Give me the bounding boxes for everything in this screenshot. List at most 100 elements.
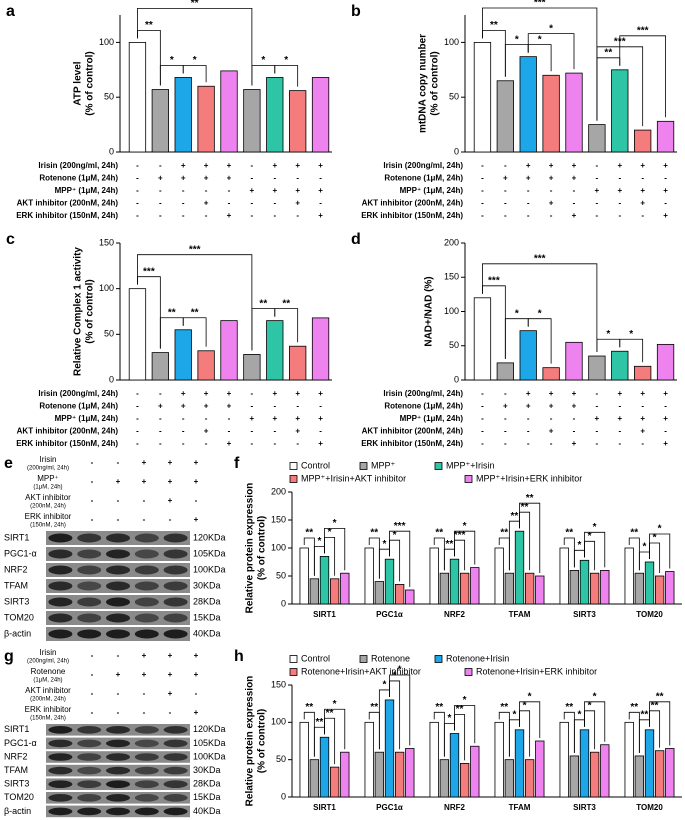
condition-sign: + — [318, 414, 323, 423]
condition-label: MPP⁺ — [37, 474, 59, 483]
condition-sign: + — [227, 402, 232, 411]
panel-label: f — [234, 455, 240, 472]
condition-sign: - — [117, 708, 120, 717]
condition-sign: + — [142, 670, 147, 679]
blot-band — [163, 753, 188, 761]
bar — [311, 317, 330, 381]
condition-sign: - — [641, 211, 644, 220]
significance-label: * — [549, 23, 553, 34]
bar — [459, 572, 470, 605]
condition-sign: + — [663, 211, 668, 220]
condition-sign: + — [272, 414, 277, 423]
condition-label: Irisin (200ng/ml, 24h) — [38, 161, 118, 170]
condition-sign: - — [91, 689, 94, 698]
legend-marker — [289, 462, 298, 470]
protein-size: 28KDa — [193, 779, 221, 789]
panel-label: c — [6, 231, 15, 248]
bar — [243, 354, 261, 381]
protein-size: 100KDa — [193, 564, 226, 574]
significance-label: * — [528, 691, 532, 702]
condition-sublabel: (200ng/ml, 24h) — [27, 466, 69, 472]
blot-band — [134, 766, 159, 775]
condition-sign: - — [205, 186, 208, 195]
significance-label: * — [333, 699, 337, 710]
bar — [151, 89, 169, 153]
significance-label: *** — [534, 253, 546, 264]
bar — [559, 721, 569, 798]
y-tick-label: 150 — [271, 679, 286, 689]
condition-sign: + — [503, 402, 508, 411]
bar — [494, 721, 504, 798]
condition-sign: - — [504, 211, 507, 220]
condition-sign: - — [136, 174, 139, 183]
condition-sign: - — [273, 427, 276, 436]
condition-sign: - — [504, 161, 507, 170]
blot-band — [77, 807, 102, 816]
bar — [439, 572, 450, 605]
condition-sign: - — [136, 439, 139, 448]
bar — [542, 367, 560, 381]
condition-sign: + — [640, 389, 645, 398]
condition-sign: - — [182, 427, 185, 436]
bar — [364, 721, 374, 798]
condition-sign: - — [159, 414, 162, 423]
condition-label: AKT inhibitor — [25, 493, 71, 502]
significance-label: ** — [305, 528, 313, 539]
condition-sign: - — [205, 414, 208, 423]
blot-band — [163, 780, 188, 789]
condition-sign: - — [504, 389, 507, 398]
condition-sign: - — [251, 199, 254, 208]
condition-sign: - — [159, 199, 162, 208]
protein-label: NRF2 — [4, 564, 28, 574]
condition-sign: - — [596, 402, 599, 411]
y-tick-label: 50 — [276, 754, 286, 764]
x-tick-label: SIRT3 — [573, 610, 596, 619]
significance-label: ** — [145, 20, 153, 31]
legend-marker — [359, 462, 368, 470]
x-tick-label: NRF2 — [444, 610, 465, 619]
bar — [220, 320, 238, 381]
significance-label: * — [193, 55, 197, 66]
condition-sign: - — [136, 186, 139, 195]
significance-label: * — [170, 55, 174, 66]
condition-sign: - — [169, 708, 172, 717]
condition-sign: - — [228, 414, 231, 423]
condition-sign: + — [272, 186, 277, 195]
blot-band — [163, 725, 188, 734]
condition-sign: - — [159, 427, 162, 436]
significance-label: ** — [521, 502, 529, 513]
significance-label: * — [328, 527, 332, 538]
blot-band — [134, 597, 159, 607]
condition-sign: + — [227, 389, 232, 398]
blot-band — [106, 549, 130, 559]
y-tick-label: 0 — [281, 791, 286, 801]
condition-sign: + — [194, 651, 199, 660]
condition-sign: + — [549, 427, 554, 436]
blot-band — [48, 597, 73, 607]
y-axis-title: Relative Complex 1 activity — [73, 247, 84, 376]
blot-band — [77, 629, 102, 639]
significance-label: * — [658, 524, 662, 535]
condition-sign: + — [663, 414, 668, 423]
bar — [309, 759, 320, 798]
blot-band — [48, 533, 73, 543]
condition-sign: - — [143, 689, 146, 698]
condition-sign: + — [526, 402, 531, 411]
condition-sign: + — [194, 515, 199, 524]
blot-band — [48, 766, 73, 775]
condition-sign: - — [527, 414, 530, 423]
significance-label: ** — [630, 528, 638, 539]
condition-sign: + — [595, 186, 600, 195]
condition-sign: - — [159, 389, 162, 398]
legend-marker — [359, 655, 368, 663]
blot-band — [48, 549, 73, 559]
bar — [364, 547, 374, 605]
condition-sign: - — [596, 439, 599, 448]
condition-sign: + — [204, 199, 209, 208]
panel-label: d — [351, 231, 361, 248]
y-tick-label: 200 — [271, 486, 286, 496]
x-tick-label: SIRT1 — [313, 803, 336, 812]
blot-band — [163, 533, 188, 543]
condition-sign: + — [158, 402, 163, 411]
significance-label: * — [523, 700, 527, 711]
